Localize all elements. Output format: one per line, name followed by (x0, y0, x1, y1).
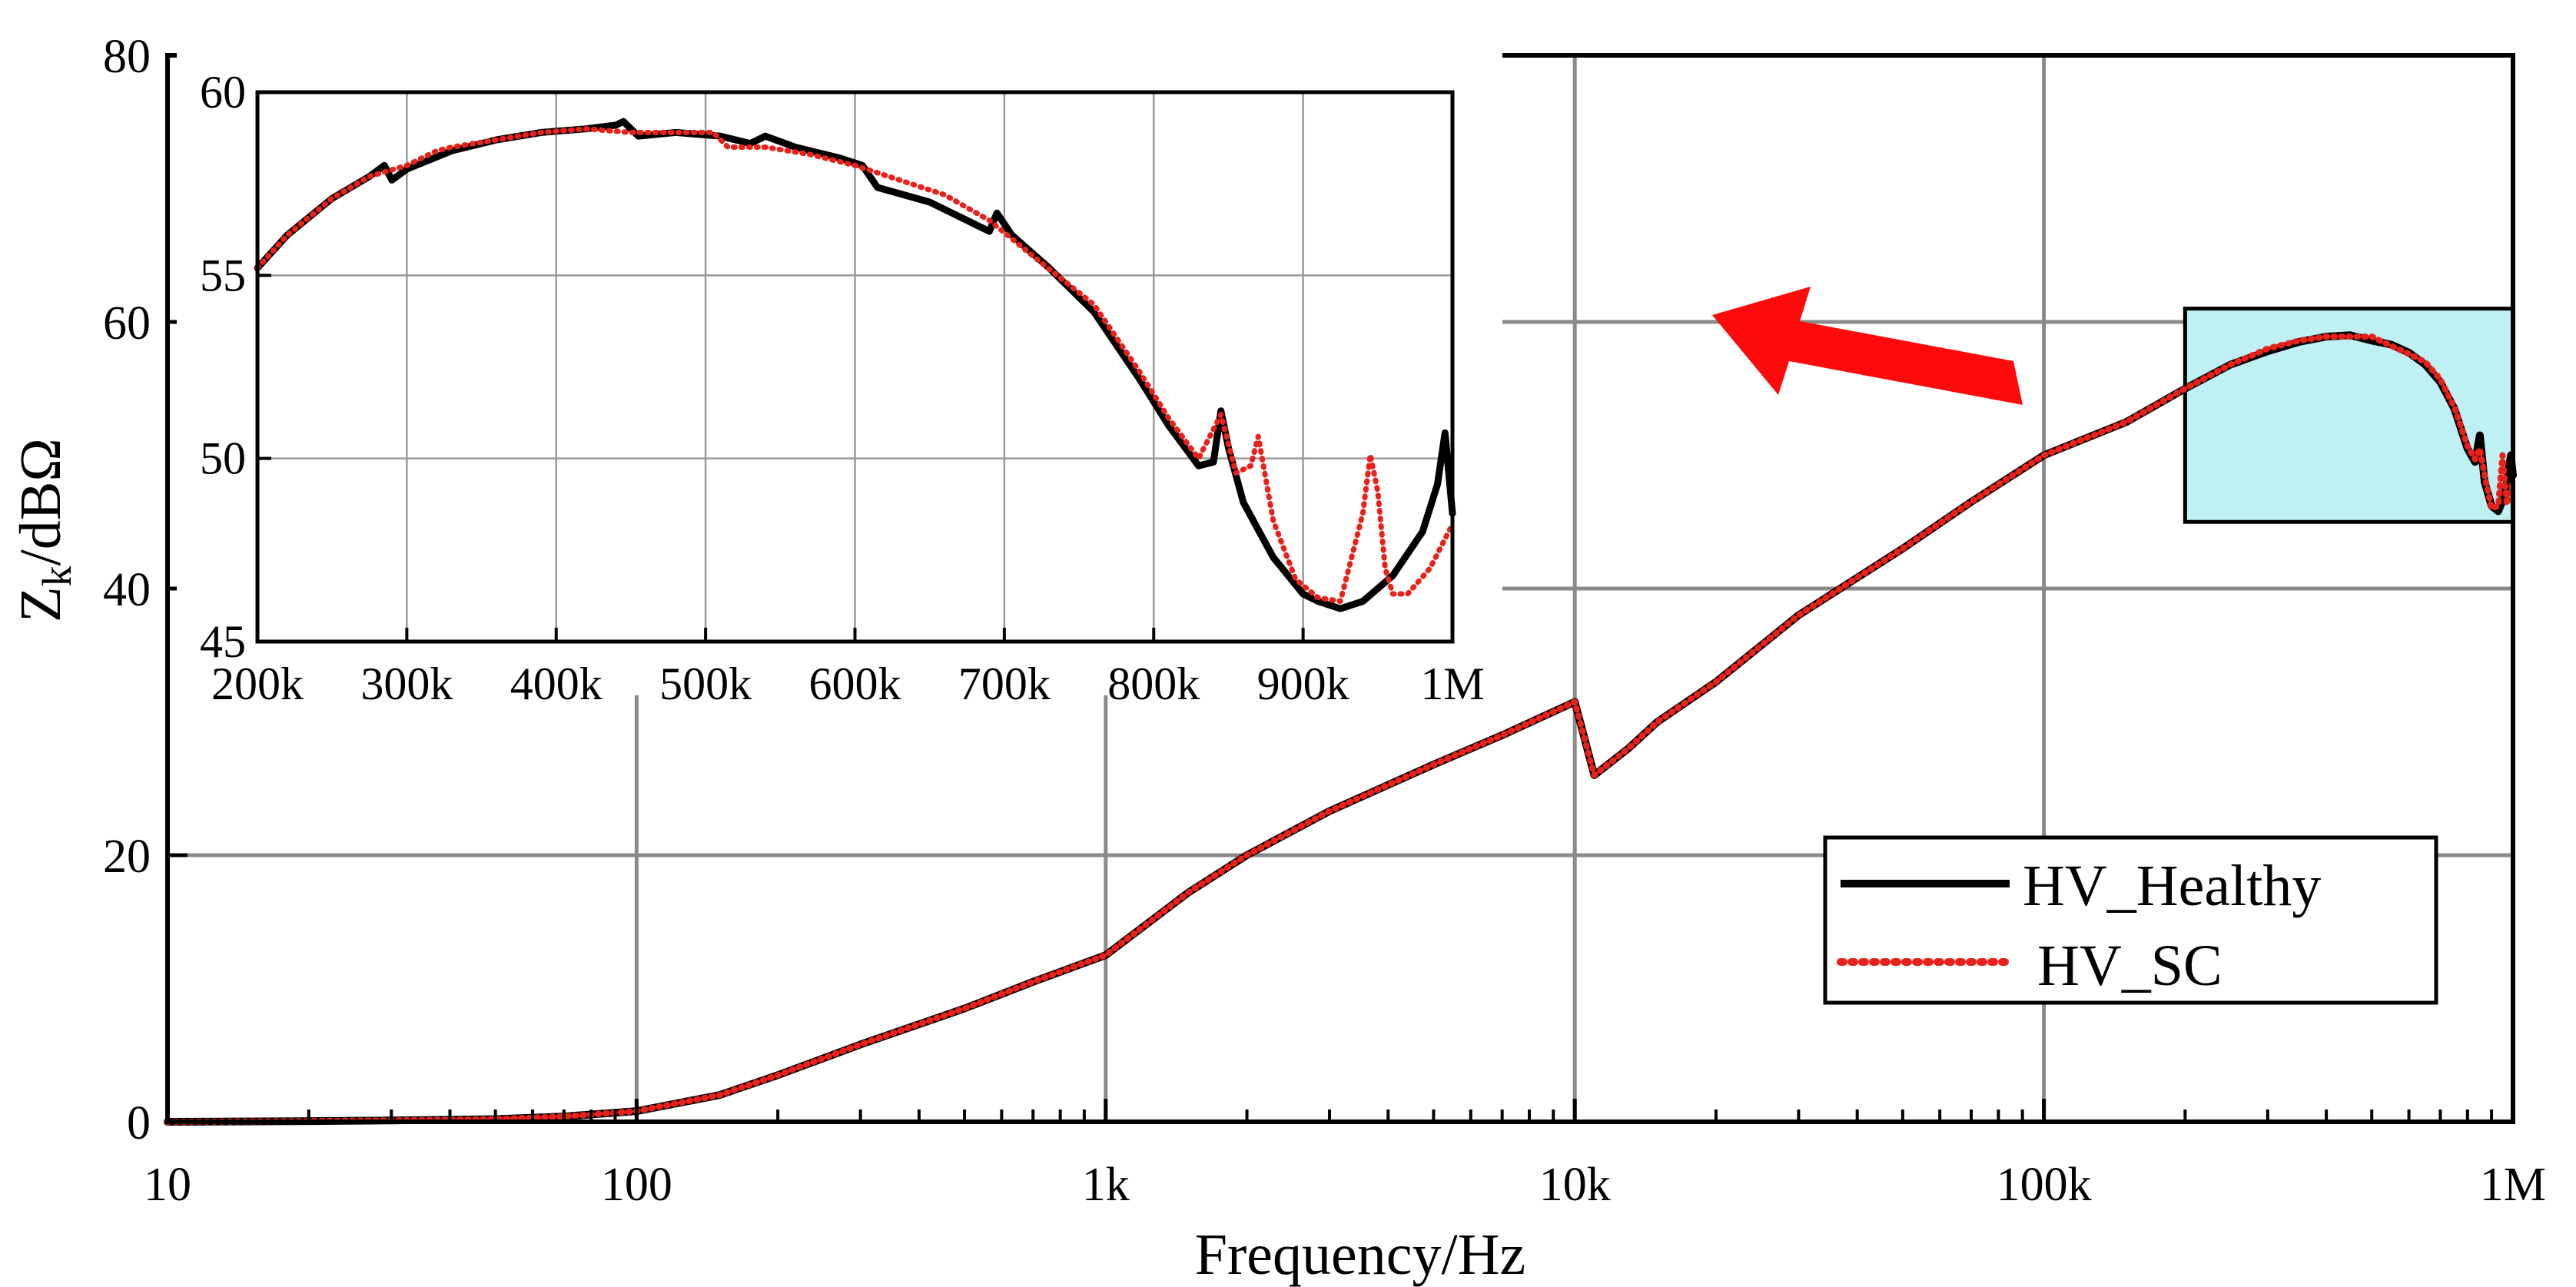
legend-box (1823, 835, 2438, 1005)
zoom-region (2183, 307, 2515, 524)
x-tick-label-10: 10 (144, 1159, 191, 1211)
inset-y-tick-label-60: 60 (200, 67, 246, 118)
zoom-arrow (1712, 287, 2023, 405)
inset-x-tick-label-700k: 700k (958, 658, 1051, 709)
main-series-line-hv-sc (164, 333, 2516, 1125)
inset-x-tick-label-600k: 600k (809, 658, 901, 709)
inset-x-tick-label-200k: 200k (211, 658, 304, 709)
y-tick-label-80: 80 (103, 31, 151, 83)
x-tick-label-10k: 10k (1539, 1159, 1611, 1211)
y-axis-label-group: Zk/dBΩ (8, 438, 80, 622)
inset-tick-labels: 200k 300k 400k 500k 600k 700k 800k 900k 1M 45 50 55… (200, 67, 1485, 709)
inset-series-line-hv-sc (254, 126, 1456, 605)
inset-y-tick-label-50: 50 (200, 433, 246, 484)
y-tick-label-0: 0 (127, 1097, 151, 1149)
main-series-group (164, 331, 2517, 1126)
inset-x-tick-label-400k: 400k (510, 658, 603, 709)
y-tick-label-60: 60 (103, 297, 151, 350)
legend-label-hv-sc: HV_SC (2023, 934, 2222, 998)
x-tick-label-100k: 100k (1997, 1159, 2092, 1211)
x-axis-label: Frequency/Hz (1195, 1222, 1526, 1287)
inset-gridlines (257, 92, 1452, 642)
inset-x-tick-label-800k: 800k (1107, 658, 1200, 709)
inset-x-tick-label-1m: 1M (1420, 658, 1484, 709)
y-axis-label-main: Z (8, 586, 73, 622)
inset-y-tick-label-55: 55 (200, 250, 246, 300)
y-axis-label-subscript: k (34, 566, 80, 586)
x-tick-label-1m: 1M (2480, 1159, 2546, 1211)
y-axis-label-unit: /dBΩ (8, 438, 73, 566)
y-tick-label-40: 40 (103, 564, 151, 616)
x-tick-label-100: 100 (601, 1159, 672, 1211)
inset-x-tick-label-900k: 900k (1257, 658, 1349, 709)
inset-axis-ticks (256, 91, 1454, 643)
legend: HV_Healthy HV_SC (1823, 835, 2438, 1005)
y-tick-label-20: 20 (103, 831, 151, 883)
x-tick-label-1k: 1k (1082, 1159, 1130, 1211)
inset-x-tick-label-500k: 500k (659, 658, 752, 709)
inset-series-group (254, 118, 1456, 612)
legend-label-hv-healthy: HV_Healthy (2023, 854, 2321, 918)
inset-background (177, 46, 1502, 695)
y-axis-label: Zk/dBΩ (8, 438, 80, 622)
inset-y-tick-label-45: 45 (200, 616, 246, 667)
zoom-region-box (2183, 307, 2515, 524)
main-tick-labels: 10 100 1k 10k 100k 1M 0 20 40 60 80 (103, 31, 2546, 1211)
inset-x-tick-label-300k: 300k (360, 658, 453, 709)
